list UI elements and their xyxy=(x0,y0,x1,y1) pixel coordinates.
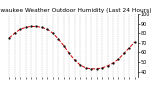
Title: Milwaukee Weather Outdoor Humidity (Last 24 Hours): Milwaukee Weather Outdoor Humidity (Last… xyxy=(0,8,152,13)
